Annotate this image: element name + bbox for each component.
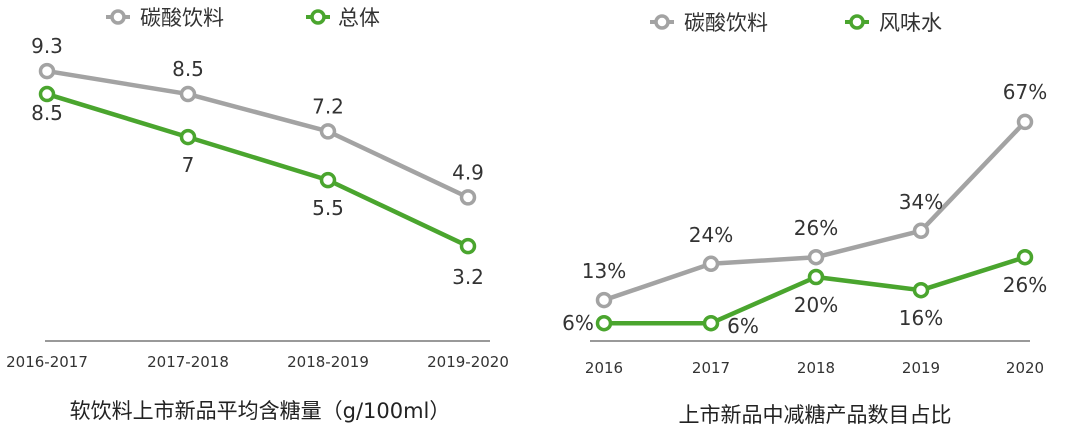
data-label: 34% [899,190,943,214]
data-point [1016,113,1034,131]
data-label: 4.9 [452,160,484,184]
data-label: 20% [794,293,838,317]
data-point [1016,248,1034,266]
data-point [179,128,197,146]
data-point [912,222,930,240]
data-label: 8.5 [31,101,63,125]
data-label: 9.3 [31,34,63,58]
data-point [319,171,337,189]
legend-label: 碳酸饮料 [684,11,768,35]
data-point [595,291,613,309]
legend-label: 总体 [338,6,380,30]
x-tick-label: 2016 [585,359,623,377]
data-label: 7 [182,153,195,177]
legend-circle-marker [310,9,326,25]
data-label: 24% [689,223,733,247]
x-tick-label: 2018 [797,359,835,377]
data-label: 3.2 [452,265,484,289]
data-point [179,85,197,103]
x-tick-label: 2017 [692,359,730,377]
data-label: 5.5 [312,196,344,220]
data-label: 6% [562,311,594,335]
data-label: 13% [582,259,626,283]
data-label: 67% [1003,80,1047,104]
data-point [595,314,613,332]
data-point [912,281,930,299]
x-tick-label: 2017-2018 [147,353,229,371]
x-tick-label: 2019 [902,359,940,377]
data-point [459,237,477,255]
data-label: 6% [727,314,759,338]
chart-title: 软饮料上市新品平均含糖量（g/100ml） [70,399,451,423]
data-point [807,248,825,266]
data-label: 16% [899,306,943,330]
data-point [702,255,720,273]
legend-circle-marker [849,14,865,30]
data-point [459,189,477,206]
data-point [319,123,337,140]
data-label: 7.2 [312,94,344,118]
x-tick-label: 2018-2019 [287,353,369,371]
legend-circle-marker [654,14,670,30]
data-label: 26% [1003,273,1047,297]
data-point [807,268,825,286]
data-label: 26% [794,216,838,240]
data-point [38,85,56,103]
chart-title: 上市新品中减糖产品数目占比 [679,403,952,427]
x-tick-label: 2019-2020 [427,353,509,371]
x-tick-label: 2020 [1006,359,1044,377]
legend-label: 碳酸饮料 [140,6,224,30]
legend-circle-marker [110,9,126,25]
data-label: 8.5 [172,57,204,81]
data-point [38,62,56,80]
legend-label: 风味水 [879,11,942,35]
x-tick-label: 2016-2017 [6,353,88,371]
series-line [46,68,469,200]
data-point [702,314,720,332]
series-line [46,91,469,249]
